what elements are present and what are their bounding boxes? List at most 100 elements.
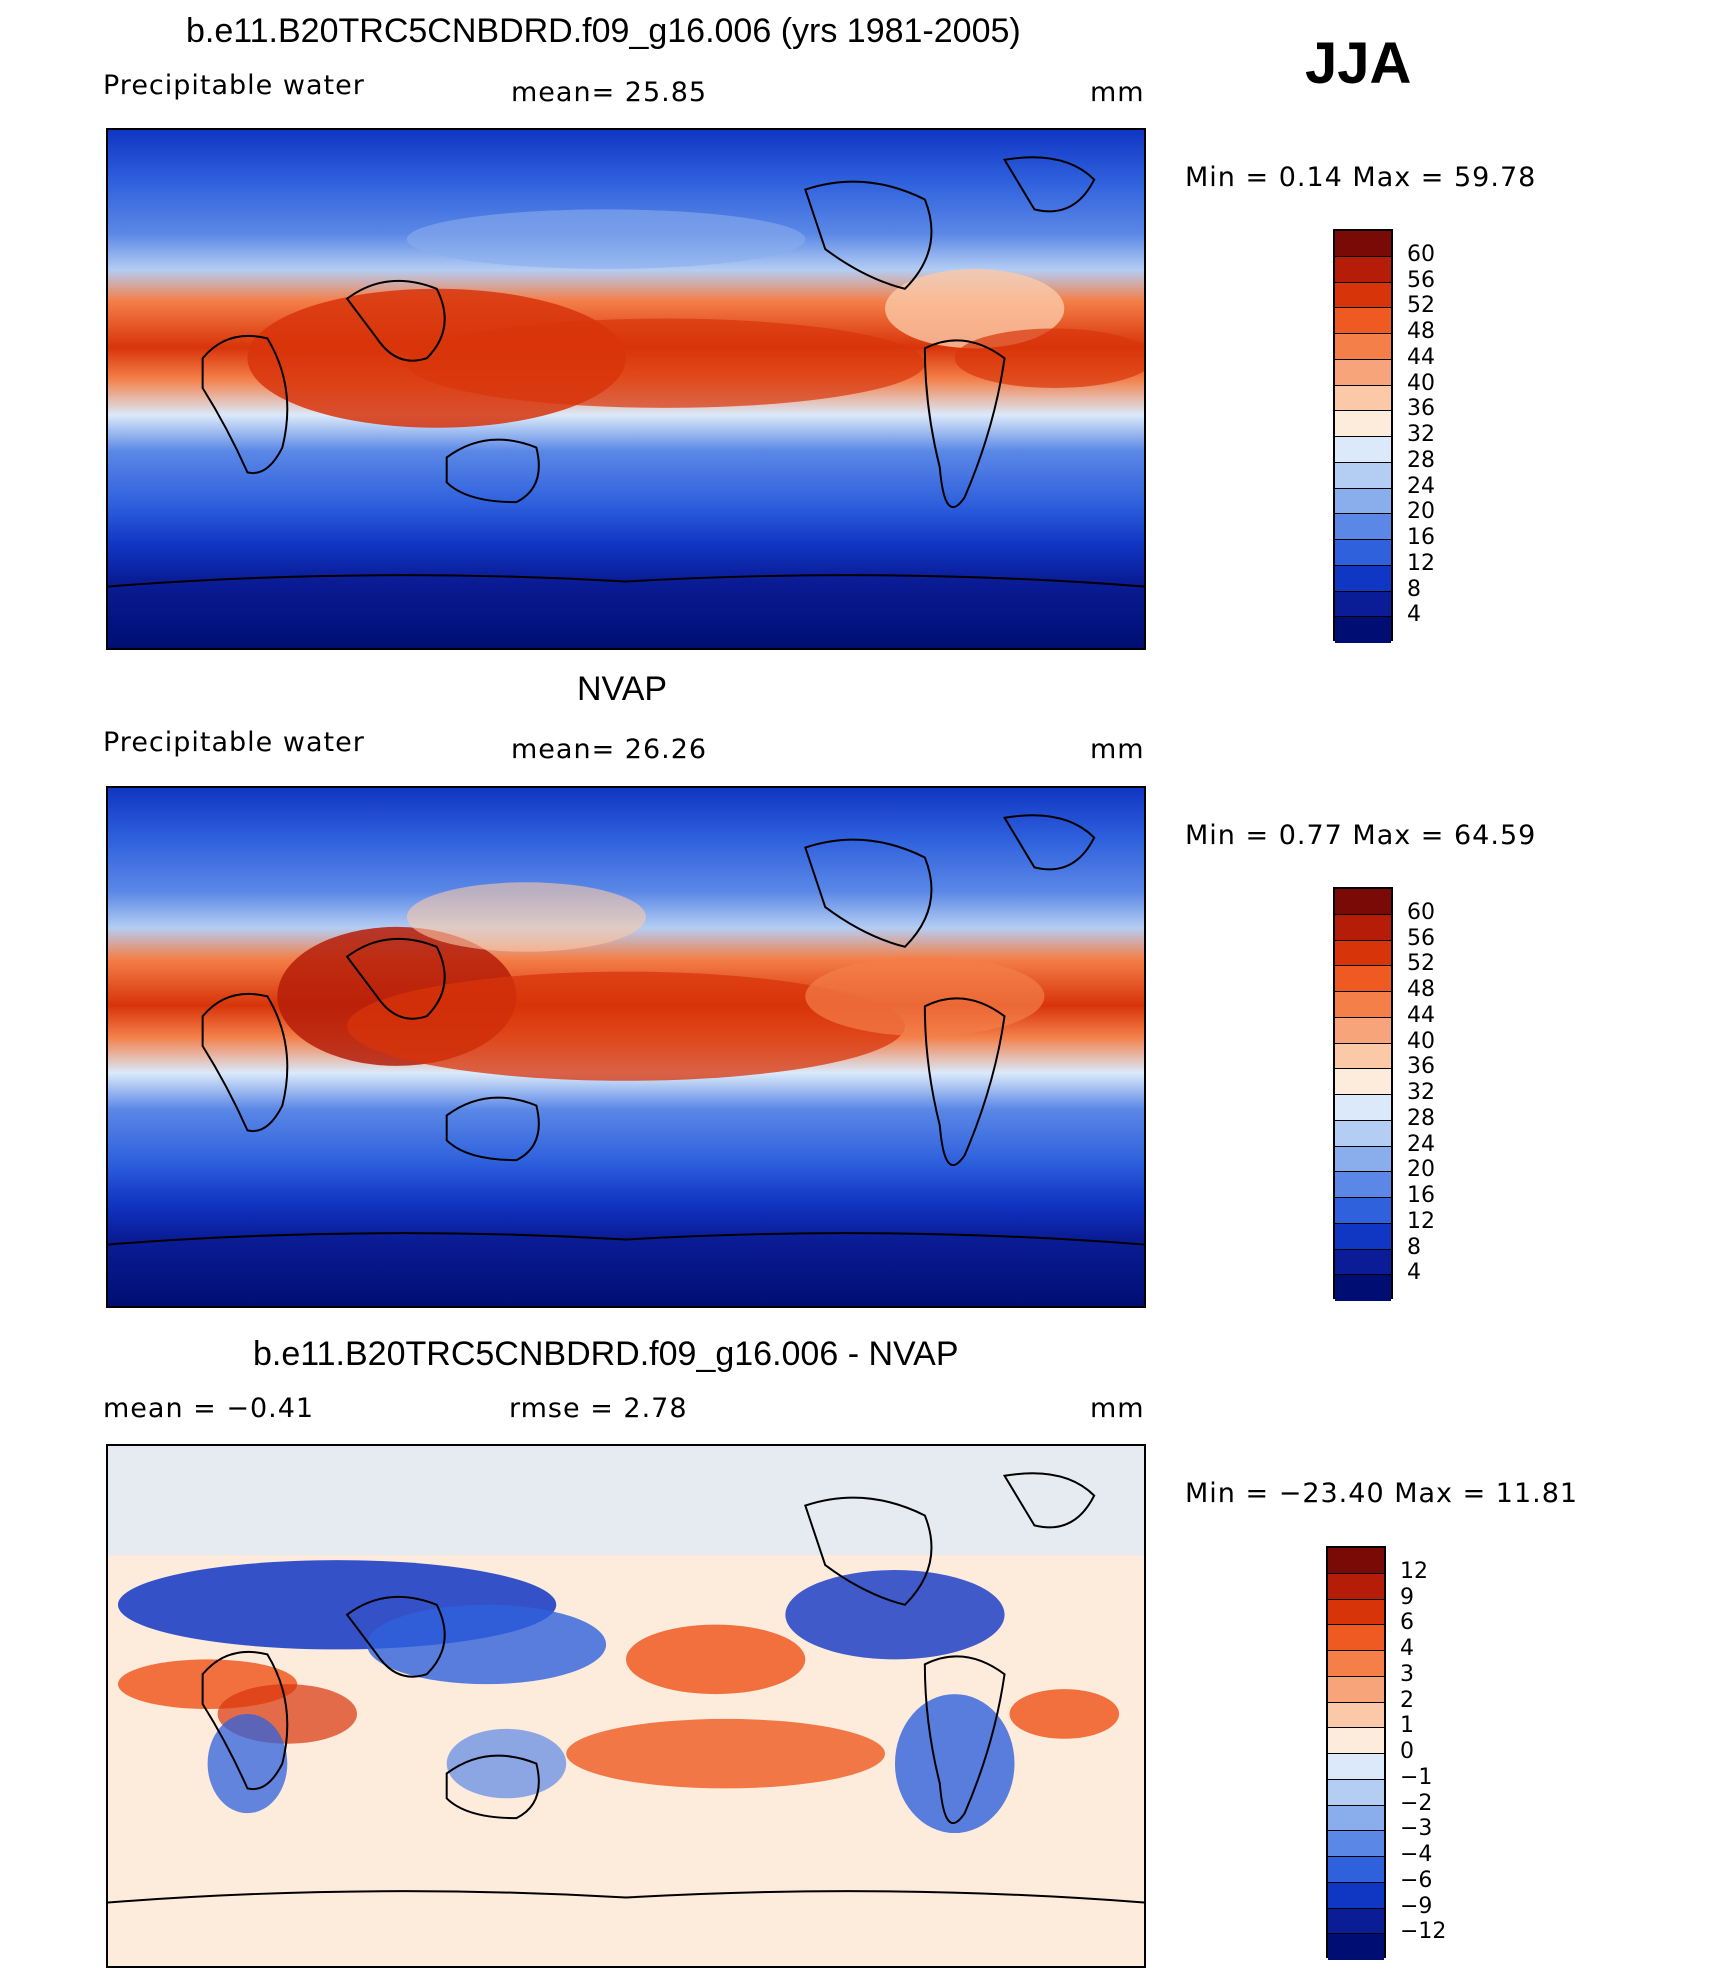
panel1-colorbar-tick-label: 20 — [1407, 499, 1435, 525]
panel2-colorbar-segment — [1335, 992, 1391, 1018]
panel1-colorbar-segment — [1335, 514, 1391, 540]
panel3-colorbar-tick-label: 6 — [1400, 1610, 1414, 1636]
panel2-colorbar-tick-label: 60 — [1407, 899, 1435, 925]
panel2-colorbar-segment — [1335, 1120, 1391, 1147]
panel3-colorbar-segment — [1328, 1754, 1384, 1780]
panel3-map — [106, 1444, 1146, 1968]
panel1-colorbar-segment — [1335, 231, 1391, 257]
panel3-colorbar-segment — [1328, 1908, 1384, 1935]
panel3-colorbar-tick-label: −3 — [1400, 1816, 1433, 1842]
panel2-map-field — [108, 788, 1144, 1306]
panel2-units-label: mm — [1090, 734, 1145, 765]
panel2-colorbar-tick-label: 12 — [1407, 1208, 1435, 1234]
panel3-colorbar-segment — [1328, 1831, 1384, 1857]
panel2-colorbar-segment — [1335, 1249, 1391, 1276]
panel3-minmax: Min = −23.40 Max = 11.81 — [1185, 1478, 1579, 1509]
panel1-colorbar-tick-label: 56 — [1407, 267, 1435, 293]
panel2-colorbar-tick-label: 40 — [1407, 1028, 1435, 1054]
panel3-colorbar-tick-label: −4 — [1400, 1842, 1433, 1867]
panel3-colorbar-tick-label: 2 — [1400, 1687, 1414, 1713]
panel2-variable-label: Precipitable water — [103, 727, 365, 758]
panel3-colorbar — [1326, 1546, 1386, 1960]
panel1-units-label: mm — [1090, 77, 1145, 108]
panel1-colorbar — [1333, 229, 1393, 643]
panel2-colorbar-segment — [1335, 1275, 1391, 1301]
panel1-colorbar-segment — [1335, 385, 1391, 412]
panel3-rmse-label: rmse = 2.78 — [509, 1393, 688, 1424]
panel2-colorbar-tick-label: 16 — [1407, 1183, 1435, 1208]
panel1-colorbar-tick-label: 44 — [1407, 344, 1435, 370]
panel2-colorbar-tick-label: 20 — [1407, 1157, 1435, 1183]
panel2-colorbar — [1333, 887, 1393, 1301]
panel3-colorbar-tick-label: −2 — [1400, 1790, 1433, 1816]
panel1-colorbar-tick-label: 40 — [1407, 370, 1435, 396]
panel1-colorbar-segment — [1335, 565, 1391, 592]
panel1-colorbar-segment — [1335, 488, 1391, 515]
panel3-colorbar-segment — [1328, 1676, 1384, 1703]
panel2-colorbar-segment — [1335, 1172, 1391, 1198]
panel3-colorbar-tick-label: 3 — [1400, 1661, 1414, 1687]
panel1-colorbar-segment — [1335, 334, 1391, 360]
panel3-map-field — [108, 1446, 1144, 1966]
panel2-colorbar-tick-label: 4 — [1407, 1260, 1421, 1286]
panel2-colorbar-segment — [1335, 1146, 1391, 1173]
panel1-colorbar-tick-label: 16 — [1407, 525, 1435, 550]
panel1-colorbar-tick-label: 8 — [1407, 576, 1421, 602]
panel2-colorbar-segment — [1335, 1095, 1391, 1121]
panel2-map — [106, 786, 1146, 1308]
panel2-colorbar-tick-label: 24 — [1407, 1131, 1435, 1157]
panel1-colorbar-segment — [1335, 308, 1391, 334]
panel1-mean-label: mean= 25.85 — [511, 77, 708, 108]
panel1-minmax: Min = 0.14 Max = 59.78 — [1185, 162, 1537, 193]
panel1-colorbar-tick-label: 24 — [1407, 473, 1435, 499]
panel3-colorbar-segment — [1328, 1625, 1384, 1651]
panel3-colorbar-tick-label: −9 — [1400, 1893, 1433, 1919]
panel1-colorbar-segment — [1335, 359, 1391, 386]
panel3-colorbar-segment — [1328, 1934, 1384, 1960]
panel2-colorbar-tick-label: 56 — [1407, 925, 1435, 951]
panel3-colorbar-tick-label: −6 — [1400, 1867, 1433, 1893]
panel1-colorbar-segment — [1335, 462, 1391, 489]
panel1-colorbar-segment — [1335, 437, 1391, 463]
panel1-colorbar-tick-label: 12 — [1407, 550, 1435, 576]
panel1-colorbar-segment — [1335, 617, 1391, 643]
panel3-colorbar-segment — [1328, 1573, 1384, 1600]
panel1-colorbar-segment — [1335, 411, 1391, 437]
panel1-title: b.e11.B20TRC5CNBDRD.f09_g16.006 (yrs 198… — [186, 12, 1021, 50]
panel1-colorbar-segment — [1335, 540, 1391, 566]
panel3-colorbar-segment — [1328, 1702, 1384, 1729]
panel3-colorbar-segment — [1328, 1548, 1384, 1574]
panel1-colorbar-tick-label: 28 — [1407, 447, 1435, 473]
panel2-colorbar-tick-label: 32 — [1407, 1080, 1435, 1105]
panel1-colorbar-tick-label: 60 — [1407, 241, 1435, 267]
season-label: JJA — [1305, 31, 1412, 96]
panel3-colorbar-tick-label: 0 — [1400, 1739, 1414, 1764]
panel1-colorbar-segment — [1335, 256, 1391, 283]
panel2-title: NVAP — [577, 670, 668, 708]
panel1-colorbar-tick-label: 32 — [1407, 422, 1435, 447]
panel2-colorbar-tick-label: 28 — [1407, 1105, 1435, 1131]
panel3-colorbar-segment — [1328, 1599, 1384, 1626]
panel1-colorbar-tick-label: 36 — [1407, 396, 1435, 422]
panel3-units-label: mm — [1090, 1393, 1145, 1424]
panel2-colorbar-segment — [1335, 1069, 1391, 1095]
panel1-colorbar-tick-label: 52 — [1407, 293, 1435, 319]
panel2-colorbar-tick-label: 44 — [1407, 1002, 1435, 1028]
panel1-map — [106, 128, 1146, 650]
panel2-colorbar-segment — [1335, 1198, 1391, 1224]
panel2-colorbar-segment — [1335, 1017, 1391, 1044]
panel2-colorbar-tick-label: 36 — [1407, 1054, 1435, 1080]
panel2-colorbar-segment — [1335, 914, 1391, 941]
panel3-colorbar-tick-label: 12 — [1400, 1558, 1428, 1584]
panel3-mean-label: mean = −0.41 — [103, 1393, 315, 1424]
panel2-colorbar-segment — [1335, 966, 1391, 992]
panel1-colorbar-segment — [1335, 282, 1391, 309]
panel2-colorbar-segment — [1335, 1223, 1391, 1250]
panel1-colorbar-tick-label: 48 — [1407, 319, 1435, 344]
panel3-colorbar-tick-label: −1 — [1400, 1764, 1433, 1790]
panel3-colorbar-segment — [1328, 1882, 1384, 1909]
panel3-colorbar-segment — [1328, 1857, 1384, 1883]
panel1-colorbar-tick-label: 4 — [1407, 602, 1421, 628]
panel3-colorbar-tick-label: 1 — [1400, 1713, 1414, 1739]
panel3-colorbar-tick-label: 4 — [1400, 1636, 1414, 1661]
